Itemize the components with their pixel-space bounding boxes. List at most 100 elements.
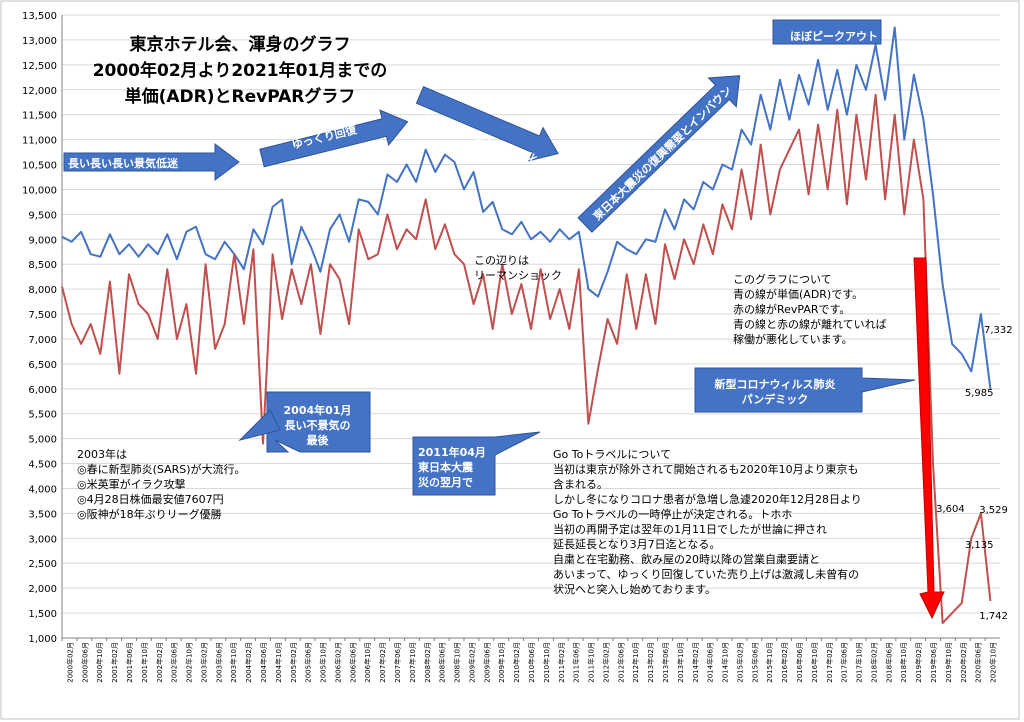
x-tick-label: 2011年06月 <box>572 642 581 683</box>
x-tick-label: 2017年06月 <box>840 642 849 683</box>
data-label: 1,742 <box>979 611 1008 623</box>
x-tick-label: 2006年02月 <box>333 642 342 683</box>
y-tick-label: 13,500 <box>22 11 57 22</box>
y-tick-label: 12,000 <box>22 86 57 97</box>
arrow-quake <box>577 75 741 233</box>
callout-box-2011 <box>412 431 541 496</box>
title-line-3: 単価(ADR)とRevPARグラフ <box>124 87 356 107</box>
x-tick-label: 2020年06月 <box>974 642 983 683</box>
arrow-slump <box>63 143 240 181</box>
x-tick-label: 2004年02月 <box>244 642 253 683</box>
y-tick-label: 3,000 <box>28 534 57 545</box>
data-label: 3,604 <box>936 503 965 515</box>
x-tick-label: 2018年06月 <box>884 642 893 683</box>
x-tick-label: 2018年02月 <box>869 642 878 683</box>
x-tick-label: 2004年10月 <box>274 642 283 683</box>
data-label: 7,332 <box>984 325 1013 337</box>
y-tick-label: 2,000 <box>28 584 57 595</box>
x-tick-label: 2019年10月 <box>944 642 953 683</box>
x-tick-label: 2004年06月 <box>259 642 268 683</box>
y-tick-label: 11,500 <box>22 111 57 122</box>
x-tick-label: 2014年06月 <box>706 642 715 683</box>
x-tick-label: 2008年02月 <box>423 642 432 683</box>
y-tick-label: 3,500 <box>28 509 57 520</box>
callout-box-2004 <box>266 391 371 453</box>
series-line-adr <box>61 26 992 389</box>
y-tick-label: 9,500 <box>28 210 57 221</box>
x-tick-label: 2011年10月 <box>587 642 596 683</box>
x-axis: 2000年02月 2000年06月 2000年10月 2001年02月 2001年06月… <box>61 637 1000 683</box>
callout-box-covid <box>694 367 916 413</box>
y-tick-label: 8,000 <box>28 285 57 296</box>
x-tick-label: 2005年10月 <box>319 642 328 683</box>
x-tick-label: 2016年02月 <box>780 642 789 683</box>
x-tick-label: 2013年06月 <box>661 642 670 683</box>
x-tick-label: 2000年06月 <box>80 642 89 683</box>
callout-tail-2004 <box>238 409 281 441</box>
x-tick-label: 2019年06月 <box>929 642 938 683</box>
x-tick-label: 2009年02月 <box>467 642 476 683</box>
x-tick-label: 2014年10月 <box>721 642 730 683</box>
x-tick-label: 2003年06月 <box>214 642 223 683</box>
title-line-1: 東京ホテル会、渾身のグラフ <box>129 35 351 55</box>
peak-box <box>772 19 882 45</box>
y-tick-label: 4,500 <box>28 460 57 471</box>
series-line-revpar <box>61 93 992 624</box>
x-tick-label: 2009年06月 <box>482 642 491 683</box>
y-tick-label: 1,500 <box>28 609 57 620</box>
x-tick-label: 2018年10月 <box>899 642 908 683</box>
x-tick-label: 2012年10月 <box>631 642 640 683</box>
y-axis: 1,000 1,500 2,000 2,500 3,000 3,500 4,000 4,500… <box>22 11 63 645</box>
x-tick-label: 2016年06月 <box>795 642 804 683</box>
note-2003: 2003年は ◎春に新型肺炎(SARS)が大流行。 ◎米英軍がイラク攻撃 ◎4月… <box>77 448 246 521</box>
data-label: 5,985 <box>964 387 994 399</box>
x-tick-label: 2012年02月 <box>601 642 610 683</box>
callout-2004: 2004年01月 長い不景気の 最後 <box>283 404 352 447</box>
x-tick-label: 2015年10月 <box>765 642 774 683</box>
red-drop-arrow <box>913 257 945 620</box>
series-group <box>61 26 992 624</box>
y-tick-label: 12,500 <box>22 61 57 72</box>
y-tick-label: 4,000 <box>28 484 57 495</box>
x-tick-label: 2006年10月 <box>363 642 372 683</box>
x-tick-label: 2020年10月 <box>989 642 998 683</box>
x-tick-label: 2008年06月 <box>438 642 447 683</box>
x-tick-label: 2019年02月 <box>914 642 923 683</box>
title-line-2: 2000年02月より2021年01月までの <box>92 61 388 81</box>
y-tick-label: 5,500 <box>28 410 57 421</box>
arrow-label-a5: ほぼピークアウト <box>790 30 878 43</box>
x-tick-label: 2010年10月 <box>542 642 551 683</box>
y-tick-label: 8,500 <box>28 260 57 271</box>
x-tick-label: 2010年02月 <box>512 642 521 683</box>
x-tick-label: 2007年10月 <box>408 642 417 683</box>
chart-title: 東京ホテル会、渾身のグラフ 2000年02月より2021年01月までの 単価(A… <box>80 32 400 110</box>
x-tick-label: 2013年10月 <box>676 642 685 683</box>
x-tick-label: 2001年10月 <box>140 642 149 683</box>
y-tick-label: 7,500 <box>28 310 57 321</box>
y-tick-label: 1,000 <box>28 634 57 645</box>
x-tick-label: 2014年02月 <box>691 642 700 683</box>
y-tick-label: 10,000 <box>22 185 57 196</box>
x-tick-label: 2008年10月 <box>453 642 462 683</box>
note-about: このグラフについて 青の線が単価(ADR)です。 赤の線がRevPARです。 青… <box>733 273 887 346</box>
x-tick-label: 2016年10月 <box>810 642 819 683</box>
arrow-recovery <box>259 109 409 168</box>
callout-covid: 新型コロナウィルス肺炎 パンデミック <box>714 378 836 406</box>
note-goto: Go Toトラベルについて 当初は東京が除外されて開始されるも2020年10月よ… <box>553 448 862 596</box>
x-tick-label: 2015年06月 <box>750 642 759 683</box>
y-tick-label: 11,000 <box>22 136 57 147</box>
x-tick-label: 2015年02月 <box>735 642 744 683</box>
callout-2011: 2011年04月 東日本大震 災の翌月で <box>418 446 486 489</box>
x-tick-label: 2006年06月 <box>348 642 357 683</box>
x-tick-label: 2009年10月 <box>497 642 506 683</box>
y-tick-label: 2,500 <box>28 559 57 570</box>
x-tick-label: 2002年06月 <box>170 642 179 683</box>
x-tick-label: 2000年02月 <box>65 642 74 683</box>
x-tick-label: 2007年06月 <box>393 642 402 683</box>
x-tick-label: 2013年02月 <box>646 642 655 683</box>
arrow-lehman <box>415 86 559 162</box>
data-label: 3,135 <box>964 539 994 551</box>
x-tick-label: 2010年06月 <box>527 642 536 683</box>
